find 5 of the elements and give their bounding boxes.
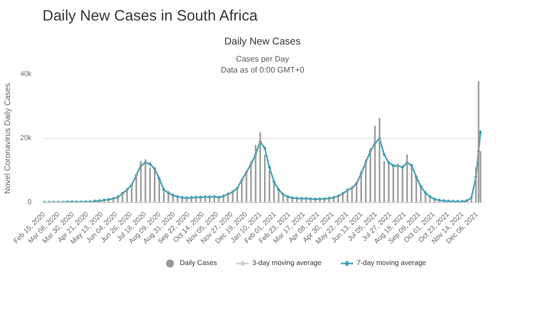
y-axis-title: Novel Coronavirus Daily Cases: [3, 83, 12, 194]
chart-title: Daily New Cases in South Africa: [42, 8, 258, 24]
chart-subtitle: Daily New Cases: [224, 36, 301, 48]
text: Cases per Day: [236, 54, 289, 64]
annotation: Data as of 0:00 GMT+0: [220, 66, 305, 74]
